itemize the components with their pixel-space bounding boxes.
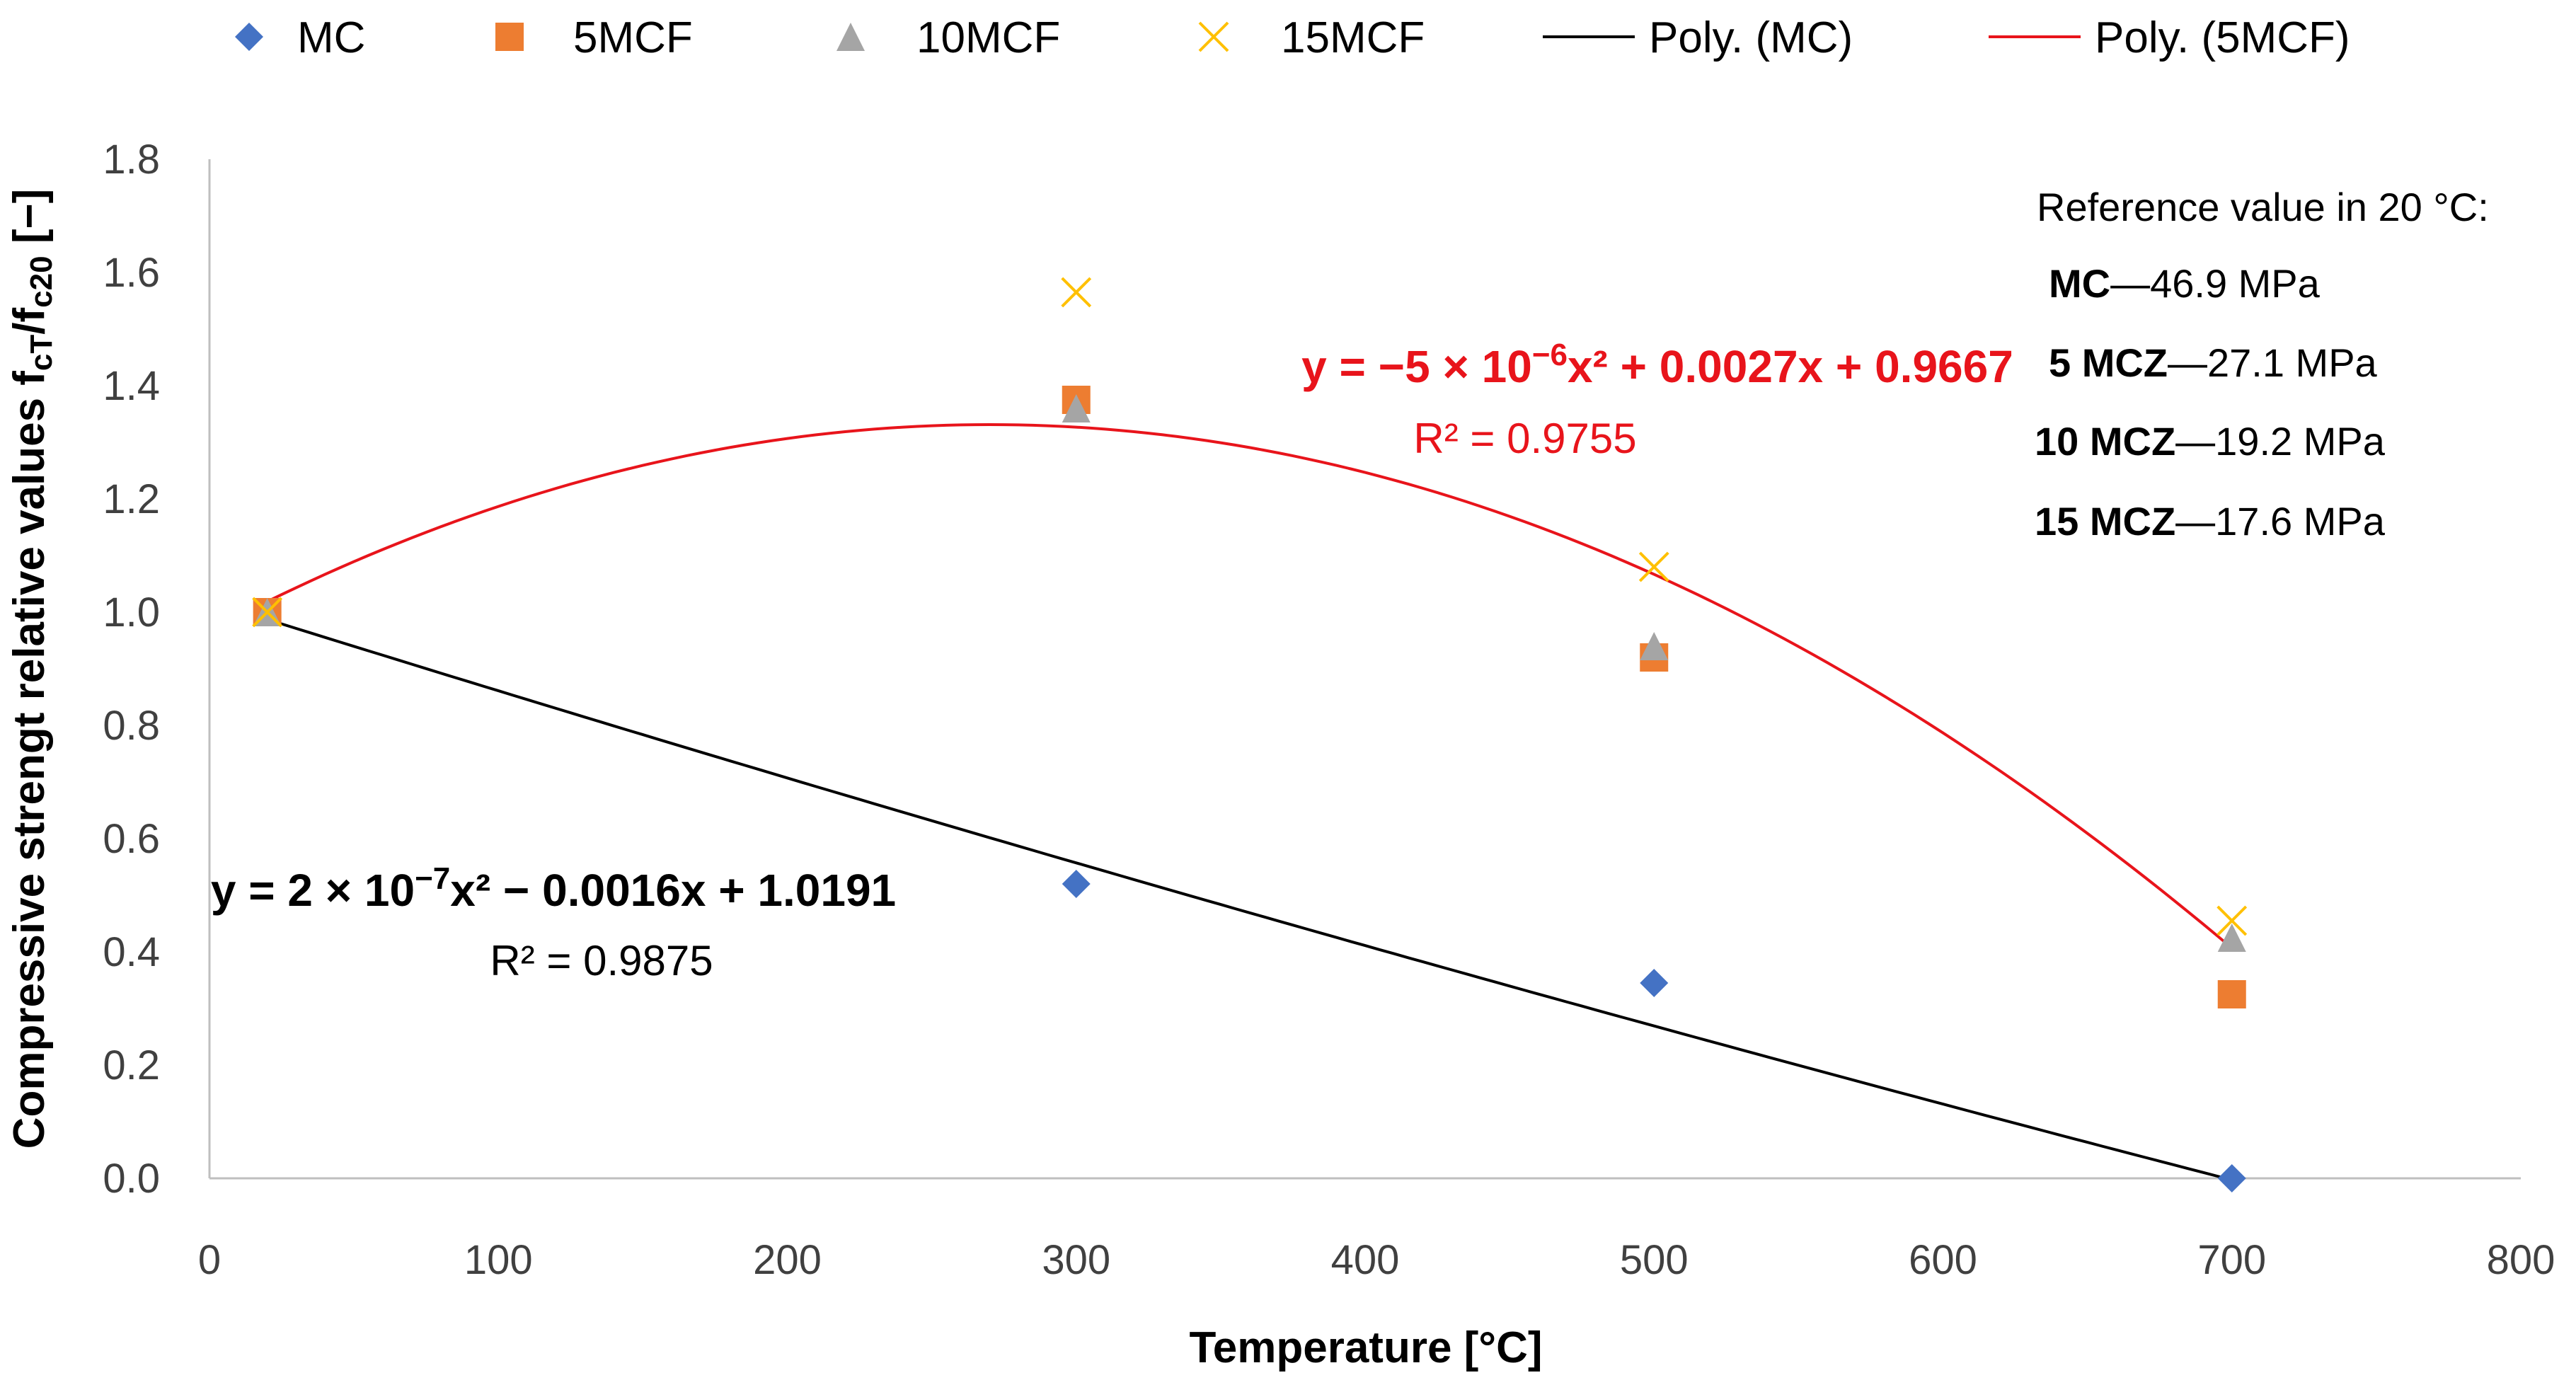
- reference-row-10mcz: 10 MCZ—19.2 MPa: [2035, 419, 2386, 464]
- eq-black-prefix: y = 2 × 10: [211, 865, 415, 916]
- reference-row-15mcz-value: —17.6 MPa: [2175, 499, 2386, 544]
- trendline-5mcf-equation: y = −5 × 10−6x² + 0.0027x + 0.9667: [1301, 338, 2013, 393]
- y-tick-label: 0.8: [103, 703, 160, 749]
- y-axis-title-sub2: c20: [24, 255, 59, 307]
- x-tick-label: 600: [1909, 1237, 1977, 1283]
- y-tick-label: 0.6: [103, 816, 160, 862]
- x-tick-label: 100: [464, 1237, 533, 1283]
- x-tick-label: 700: [2197, 1237, 2266, 1283]
- point-10mcf: [1062, 394, 1091, 422]
- eq-black-suffix: x² − 0.0016x + 1.0191: [450, 865, 896, 916]
- reference-note-title: Reference value in 20 °C:: [2037, 185, 2489, 229]
- trendlines: [266, 422, 2233, 1182]
- x-tick-label: 300: [1042, 1237, 1110, 1283]
- reference-row-mc-label: MC: [2049, 261, 2110, 306]
- trendline-mc-equation: y = 2 × 10−7x² − 0.0016x + 1.0191: [211, 861, 896, 916]
- x-tick-label: 200: [753, 1237, 822, 1283]
- point-10mcf: [2217, 924, 2246, 952]
- trendline-5mcf: [266, 422, 2233, 950]
- point-mc: [2217, 1164, 2246, 1192]
- y-axis-title-sub1: cT: [24, 335, 59, 371]
- point-5mcf: [2217, 980, 2246, 1008]
- y-axis-title-suffix: [−]: [5, 189, 54, 256]
- reference-row-mc-value: —46.9 MPa: [2110, 261, 2321, 306]
- y-tick-label: 1.8: [103, 137, 160, 183]
- eq-red-prefix: y = −5 × 10: [1301, 341, 1532, 392]
- x-axis-title: Temperature [°C]: [1189, 1323, 1542, 1372]
- eq-red-suffix: x² + 0.0027x + 0.9667: [1568, 341, 2013, 392]
- point-mc: [1062, 870, 1091, 898]
- y-tick-label: 1.0: [103, 590, 160, 636]
- reference-note: Reference value in 20 °C: MC—46.9 MPa 5 …: [2035, 185, 2489, 544]
- x-tick-label: 800: [2487, 1237, 2555, 1283]
- y-tick-label: 0.2: [103, 1042, 160, 1088]
- y-tick-labels: 0.0 0.2 0.4 0.6 0.8 1.0 1.2 1.4 1.6 1.8: [103, 137, 160, 1202]
- y-tick-label: 1.2: [103, 476, 160, 522]
- data-markers: [252, 277, 2248, 1192]
- point-10mcf: [1640, 632, 1669, 660]
- point-15mcf: [1061, 277, 1092, 308]
- y-axis-title-prefix: Compressive strengt relative values f: [5, 371, 54, 1149]
- x-tick-labels: 0 100 200 300 400 500 600 700 800: [198, 1237, 2555, 1283]
- y-axis-title: Compressive strengt relative values fcT/…: [5, 189, 59, 1149]
- trendline-mc: [267, 618, 2233, 1182]
- y-axis-title-mid: /f: [5, 307, 54, 334]
- legend-label-10mcf: 10MCF: [916, 13, 1060, 62]
- legend-marker-15mcf: [1198, 21, 1229, 52]
- eq-red-exp: −6: [1532, 338, 1568, 372]
- legend: MC 5MCF 10MCF 15MCF Poly. (MC) Poly. (5MCF): [235, 13, 2350, 62]
- trendline-mc-r2: R² = 0.9875: [490, 937, 713, 984]
- legend-label-5mcf: 5MCF: [573, 13, 693, 62]
- y-tick-label: 0.0: [103, 1156, 160, 1202]
- legend-label-15mcf: 15MCF: [1281, 13, 1425, 62]
- eq-black-exp: −7: [415, 861, 450, 896]
- point-15mcf: [1638, 551, 1669, 582]
- trendline-5mcf-r2: R² = 0.9755: [1413, 415, 1636, 462]
- legend-marker-10mcf: [836, 23, 865, 51]
- point-15mcf: [252, 597, 283, 628]
- reference-row-5mcz-label: 5 MCZ: [2049, 340, 2168, 385]
- reference-row-15mcz-label: 15 MCZ: [2035, 499, 2175, 544]
- y-tick-label: 1.4: [103, 363, 160, 409]
- point-15mcf: [2216, 905, 2248, 936]
- legend-label-trendline: Poly. (5MCF): [2095, 13, 2350, 62]
- legend-label-mc: MC: [297, 13, 365, 62]
- reference-row-15mcz: 15 MCZ—17.6 MPa: [2035, 499, 2386, 544]
- reference-row-5mcz: 5 MCZ—27.1 MPa: [2049, 340, 2378, 385]
- point-mc: [1640, 969, 1669, 997]
- legend-marker-5mcf: [495, 23, 524, 51]
- legend-label-trendline: Poly. (MC): [1649, 13, 1853, 62]
- x-tick-label: 400: [1331, 1237, 1400, 1283]
- x-tick-label: 0: [198, 1237, 221, 1283]
- reference-row-5mcz-value: —27.1 MPa: [2168, 340, 2378, 385]
- reference-row-10mcz-label: 10 MCZ: [2035, 419, 2175, 464]
- legend-marker-mc: [235, 23, 263, 51]
- reference-row-10mcz-value: —19.2 MPa: [2175, 419, 2386, 464]
- y-tick-label: 1.6: [103, 250, 160, 296]
- reference-row-mc: MC—46.9 MPa: [2049, 261, 2321, 306]
- y-tick-label: 0.4: [103, 929, 160, 975]
- x-tick-label: 500: [1620, 1237, 1689, 1283]
